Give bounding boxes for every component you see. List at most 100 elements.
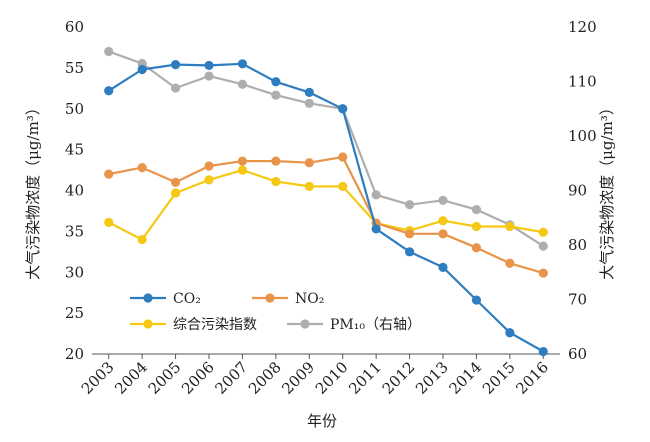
legend-swatch-marker [300, 319, 310, 329]
data-point [137, 64, 147, 75]
left-axis-title: 大气污染物浓度（μg/m³） [24, 100, 42, 280]
x-tick-label: 2005 [145, 358, 185, 398]
data-point [104, 86, 114, 96]
left-tick-label: 45 [65, 141, 84, 159]
data-point [538, 346, 548, 357]
x-tick-label: 2015 [479, 358, 519, 398]
data-point [505, 258, 515, 268]
data-point [204, 161, 214, 171]
data-point [371, 224, 381, 234]
right-tick-label: 60 [568, 345, 587, 363]
x-tick-label: 2011 [345, 358, 385, 398]
legend-label: NO₂ [295, 291, 324, 307]
legend-item: PM₁₀（右轴） [287, 317, 421, 333]
legend-item: CO₂ [130, 291, 201, 307]
x-tick-label: 2016 [512, 358, 552, 398]
data-point [505, 221, 515, 232]
data-point [204, 71, 214, 81]
series-line [108, 155, 544, 275]
legend-label: PM₁₀（右轴） [330, 317, 421, 333]
left-tick-label: 55 [65, 59, 84, 77]
x-tick-label: 2008 [245, 358, 285, 398]
right-tick-label: 80 [568, 236, 587, 254]
x-tick-label: 2013 [412, 358, 452, 398]
data-point [271, 156, 281, 166]
data-point [471, 204, 482, 215]
data-point [538, 241, 548, 251]
data-point [304, 87, 314, 97]
x-tick-label: 2003 [78, 358, 118, 398]
data-point [438, 229, 448, 239]
data-point [338, 152, 348, 162]
left-tick-label: 35 [65, 222, 84, 240]
data-point [505, 328, 515, 338]
left-tick-label: 30 [65, 263, 84, 281]
x-tick-label: 2010 [312, 358, 352, 398]
data-point [371, 190, 381, 200]
data-point [237, 165, 248, 175]
series-line [108, 62, 544, 353]
series-layer [104, 46, 548, 357]
data-point [471, 221, 482, 232]
axes: 2003200420052006200720082009201020112012… [65, 18, 597, 398]
data-point [404, 200, 415, 210]
data-point [170, 177, 181, 187]
data-point [471, 295, 482, 305]
x-tick-label: 2012 [379, 358, 419, 398]
data-point [304, 98, 314, 108]
data-point [104, 46, 114, 57]
legend-label: CO₂ [173, 291, 201, 307]
series-1 [104, 152, 548, 278]
series-0 [104, 59, 548, 357]
data-point [471, 243, 482, 253]
data-point [304, 181, 314, 192]
left-tick-label: 60 [65, 18, 84, 36]
data-point [271, 90, 281, 100]
data-point [104, 169, 114, 179]
data-point [538, 268, 548, 278]
x-tick-label: 2004 [111, 358, 151, 398]
series-3 [104, 46, 548, 251]
right-tick-label: 110 [568, 73, 597, 91]
legend-swatch-marker [143, 293, 153, 303]
legend-item: 综合污染指数 [130, 317, 257, 333]
right-tick-label: 120 [568, 18, 597, 36]
legend-swatch-marker [143, 319, 153, 329]
data-point [438, 195, 448, 205]
right-tick-label: 100 [568, 127, 597, 145]
left-tick-label: 40 [65, 182, 84, 200]
right-axis-title: 大气污染物浓度（μg/m³） [598, 100, 616, 280]
data-point [137, 163, 147, 173]
left-tick-label: 20 [65, 345, 84, 363]
axis-labels: 年份 大气污染物浓度（μg/m³） 大气污染物浓度（μg/m³） [24, 100, 616, 430]
legend-item: NO₂ [252, 291, 324, 307]
x-tick-label: 2009 [278, 358, 318, 398]
data-point [237, 156, 248, 166]
data-point [304, 158, 314, 168]
x-tick-label: 2006 [178, 358, 218, 398]
data-point [170, 83, 181, 93]
x-axis-title: 年份 [307, 412, 337, 430]
series-line [108, 50, 544, 248]
right-tick-label: 90 [568, 182, 587, 200]
data-point [438, 216, 448, 226]
data-point [404, 247, 415, 257]
data-point [237, 59, 248, 69]
data-point [237, 79, 248, 89]
data-point [404, 229, 415, 239]
data-point [137, 234, 147, 245]
legend: CO₂ NO₂ 综合污染指数 PM₁₀（右轴） [130, 291, 421, 333]
data-point [170, 60, 181, 70]
data-point [438, 262, 448, 272]
data-point [271, 176, 281, 187]
series-line [108, 169, 544, 241]
data-point [204, 60, 214, 71]
data-point [338, 104, 348, 114]
right-tick-label: 70 [568, 291, 587, 309]
x-tick-label: 2014 [446, 358, 486, 398]
data-point [204, 175, 214, 185]
left-tick-label: 50 [65, 100, 84, 118]
legend-swatch-marker [265, 293, 275, 303]
data-point [538, 227, 548, 237]
